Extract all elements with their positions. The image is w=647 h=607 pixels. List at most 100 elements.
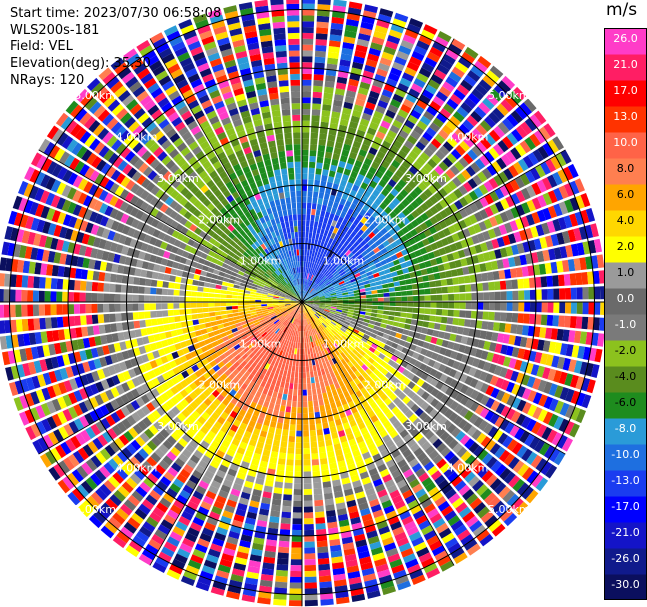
velocity-gate xyxy=(564,199,574,213)
velocity-gate xyxy=(401,72,415,82)
velocity-gate xyxy=(519,140,532,154)
velocity-gate xyxy=(325,256,331,263)
velocity-gate xyxy=(296,436,302,443)
velocity-gate xyxy=(317,280,323,286)
velocity-gate xyxy=(586,379,596,394)
velocity-gate xyxy=(344,213,351,221)
velocity-gate xyxy=(304,284,307,291)
velocity-gate xyxy=(322,98,333,106)
velocity-gate xyxy=(203,317,211,323)
velocity-gate xyxy=(439,271,447,279)
velocity-gate xyxy=(328,313,335,318)
velocity-gate xyxy=(484,115,496,128)
velocity-gate xyxy=(296,354,300,361)
velocity-gate xyxy=(482,282,489,291)
velocity-gate xyxy=(541,177,553,191)
velocity-gate xyxy=(475,348,483,359)
velocity-gate xyxy=(371,235,379,243)
velocity-gate xyxy=(435,309,443,316)
velocity-gate xyxy=(548,383,558,397)
velocity-gate xyxy=(326,282,333,288)
velocity-gate xyxy=(462,511,475,523)
velocity-gate xyxy=(450,350,458,360)
velocity-gate xyxy=(414,225,423,234)
velocity-gate xyxy=(372,360,380,368)
velocity-gate xyxy=(214,311,222,316)
velocity-gate xyxy=(350,320,357,326)
velocity-gate xyxy=(462,119,475,131)
velocity-gate xyxy=(283,494,292,501)
velocity-gate xyxy=(393,246,401,254)
velocity-gate xyxy=(27,290,34,302)
velocity-gate xyxy=(393,316,401,322)
velocity-gate xyxy=(317,552,329,559)
velocity-gate xyxy=(334,88,345,96)
velocity-gate xyxy=(371,36,385,46)
velocity-gate xyxy=(314,62,325,70)
velocity-gate xyxy=(275,398,282,405)
velocity-gate xyxy=(445,48,459,61)
velocity-gate xyxy=(318,192,325,199)
velocity-gate xyxy=(311,115,320,122)
velocity-gate xyxy=(0,304,5,318)
velocity-gate xyxy=(444,397,455,408)
velocity-gate xyxy=(339,271,346,277)
velocity-gate xyxy=(238,308,245,313)
velocity-gate xyxy=(329,309,336,313)
velocity-gate xyxy=(304,336,307,343)
velocity-gate xyxy=(387,236,395,244)
velocity-gate xyxy=(323,427,330,435)
velocity-gate xyxy=(311,453,319,460)
velocity-gate xyxy=(336,295,343,298)
velocity-gate xyxy=(430,352,439,361)
velocity-gate xyxy=(539,353,549,365)
velocity-gate xyxy=(168,282,175,289)
velocity-gate xyxy=(373,272,380,278)
velocity-gate xyxy=(381,89,393,99)
velocity-gate xyxy=(495,402,506,415)
velocity-gate xyxy=(290,377,295,384)
velocity-gate xyxy=(320,121,329,129)
velocity-gate xyxy=(312,388,317,395)
velocity-gate xyxy=(292,524,302,531)
velocity-gate xyxy=(476,432,487,444)
velocity-gate xyxy=(442,302,449,309)
velocity-gate xyxy=(289,594,302,601)
velocity-gate xyxy=(413,77,426,89)
velocity-gate xyxy=(272,439,280,447)
velocity-gate xyxy=(319,452,327,459)
velocity-gate xyxy=(308,287,313,293)
velocity-gate xyxy=(433,249,441,258)
velocity-gate xyxy=(430,388,440,397)
velocity-gate xyxy=(325,297,332,300)
velocity-gate xyxy=(302,21,315,28)
velocity-gate xyxy=(460,102,473,114)
velocity-gate xyxy=(428,184,438,194)
velocity-gate xyxy=(522,388,532,400)
velocity-gate xyxy=(454,200,464,210)
velocity-gate xyxy=(402,98,415,109)
velocity-gate xyxy=(357,229,364,237)
velocity-gate xyxy=(317,369,322,377)
velocity-gate xyxy=(525,213,535,226)
velocity-gate xyxy=(342,205,349,213)
velocity-gate xyxy=(332,317,339,323)
velocity-gate xyxy=(211,325,219,331)
velocity-gate xyxy=(430,336,438,345)
velocity-gate xyxy=(139,320,146,328)
velocity-gate xyxy=(432,265,440,273)
velocity-gate xyxy=(345,162,354,171)
velocity-gate xyxy=(138,295,145,302)
velocity-gate xyxy=(327,51,339,59)
velocity-gate xyxy=(418,411,429,421)
velocity-gate xyxy=(315,511,325,518)
velocity-gate xyxy=(441,356,450,365)
velocity-gate xyxy=(483,340,491,351)
velocity-gate xyxy=(306,208,311,215)
velocity-gate xyxy=(533,110,547,125)
velocity-gate xyxy=(319,299,326,301)
velocity-gate xyxy=(371,305,378,310)
velocity-gate xyxy=(295,454,302,460)
velocity-gate xyxy=(302,377,307,384)
velocity-gate xyxy=(381,279,388,285)
